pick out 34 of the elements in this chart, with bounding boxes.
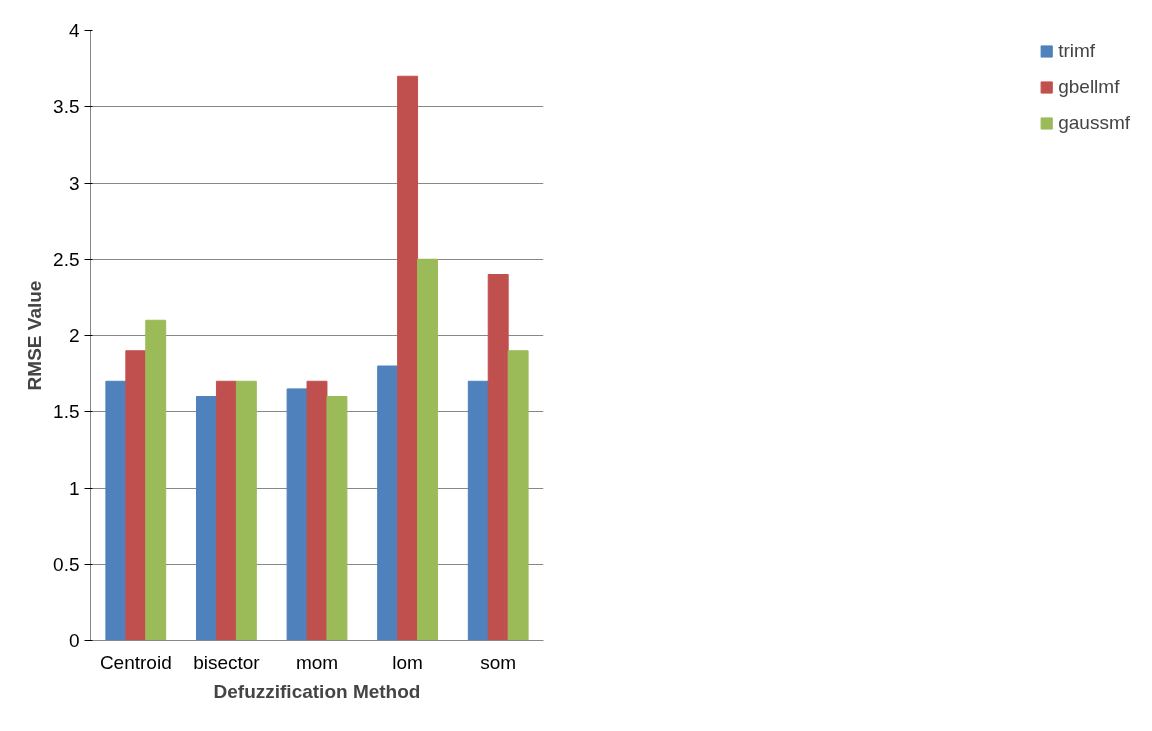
x-tick-label: bisector <box>193 651 261 673</box>
bar <box>417 258 438 641</box>
bar <box>196 396 217 641</box>
bar <box>286 388 308 641</box>
bar <box>397 75 419 641</box>
x-tick-label: Centroid <box>99 651 172 673</box>
y-axis-title: RMSE Value <box>24 280 46 391</box>
legend-label: trimf <box>1058 40 1096 62</box>
y-tick-label: 2.5 <box>53 248 80 270</box>
bar <box>306 380 328 641</box>
bar <box>235 380 257 641</box>
y-tick-label: 0 <box>68 630 80 651</box>
y-tick-label: 3.5 <box>53 96 80 118</box>
bar <box>377 365 399 641</box>
x-axis-title: Defuzzification Method <box>213 680 421 702</box>
bar <box>467 380 489 641</box>
x-tick-label: mom <box>295 651 339 673</box>
legend-label: gaussmf <box>1058 112 1130 134</box>
y-tick-label: 3 <box>68 172 80 194</box>
y-tick-label: 2 <box>68 325 80 346</box>
x-tick-label: som <box>480 651 517 673</box>
bar <box>487 274 509 641</box>
bar <box>326 396 348 641</box>
y-tick-label: 4 <box>68 20 80 41</box>
bar <box>507 350 529 641</box>
x-tick-label: lom <box>392 651 423 673</box>
bar <box>215 380 237 641</box>
bar <box>105 380 127 641</box>
y-tick-label: 0.5 <box>53 553 80 575</box>
bar <box>125 350 147 641</box>
y-tick-label: 1 <box>68 477 80 499</box>
y-tick-label: 1.5 <box>53 401 80 423</box>
legend-label: gbellmf <box>1058 76 1120 98</box>
bar <box>145 319 167 641</box>
